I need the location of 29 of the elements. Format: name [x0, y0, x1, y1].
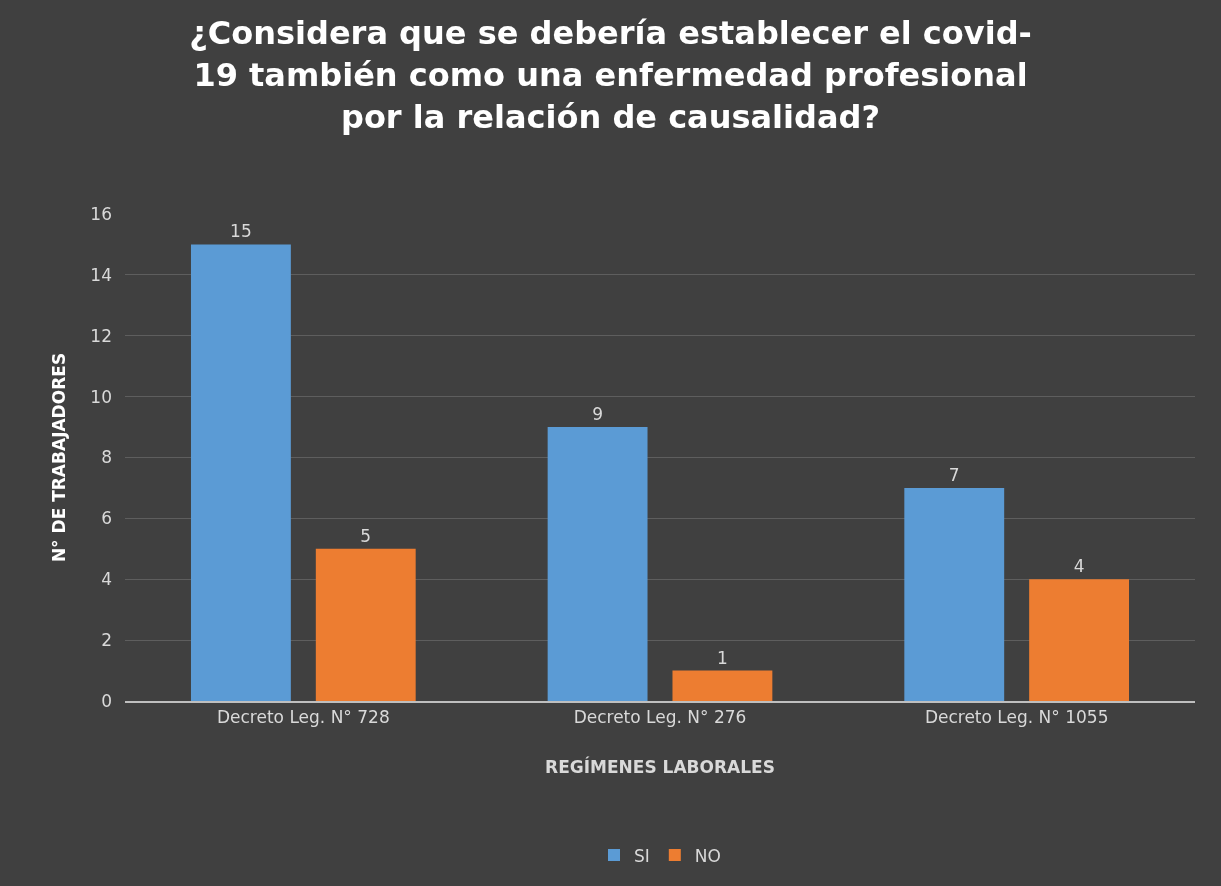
- data-label: 15: [230, 221, 252, 242]
- x-axis-title: REGÍMENES LABORALES: [545, 756, 775, 778]
- y-tick-label: 4: [101, 569, 112, 590]
- y-tick-label: 12: [90, 325, 112, 346]
- y-axis-title: N° DE TRABAJADORES: [48, 352, 69, 563]
- bar: [672, 670, 773, 701]
- data-label: 7: [948, 464, 960, 485]
- y-tick-label: 16: [90, 203, 112, 224]
- legend-label: NO: [694, 845, 721, 866]
- bar: [1029, 579, 1130, 701]
- y-tick-label: 8: [101, 447, 112, 468]
- data-label: 9: [592, 404, 603, 425]
- x-tick-label: Decreto Leg. N° 1055: [924, 707, 1109, 728]
- legend-label: SI: [634, 845, 650, 866]
- y-tick-label: 6: [101, 508, 112, 529]
- chart-title: ¿Considera que se debería establecer el covid- 19 también como una enfermedad profesional por la relación de causalidad?: [189, 14, 1032, 136]
- bar: [904, 487, 1005, 701]
- data-label: 1: [717, 647, 728, 668]
- y-tick-label: 2: [101, 630, 112, 651]
- bar: [315, 548, 416, 701]
- y-tick-label: 14: [90, 264, 112, 285]
- bar: [547, 427, 648, 701]
- data-label: 4: [1073, 556, 1085, 577]
- data-label: 5: [360, 525, 372, 546]
- x-tick-label: Decreto Leg. N° 728: [216, 707, 390, 728]
- x-tick-label: Decreto Leg. N° 276: [573, 707, 747, 728]
- y-tick-label: 10: [90, 386, 112, 407]
- bar: [190, 244, 291, 701]
- y-tick-label: 0: [101, 690, 112, 711]
